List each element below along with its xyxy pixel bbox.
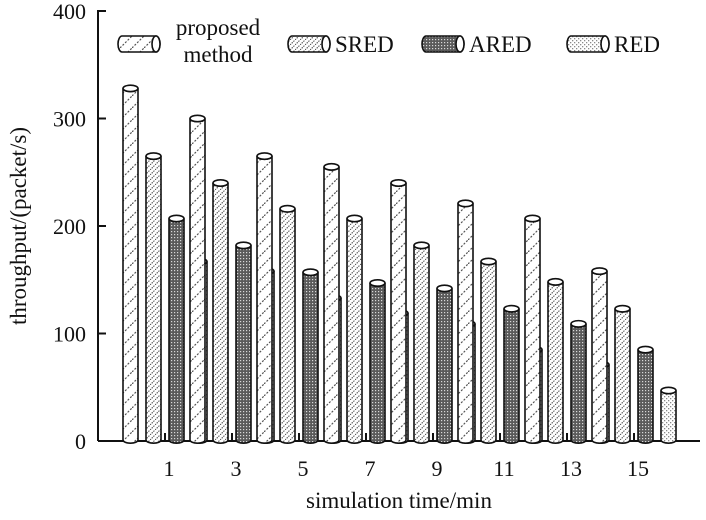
legend-label: RED [614, 32, 660, 57]
legend-item: RED [566, 32, 660, 57]
x-tick-label: 9 [432, 456, 443, 481]
bar [660, 386, 677, 444]
y-tick-label: 300 [53, 107, 86, 132]
bar [591, 267, 608, 444]
x-axis-title: simulation time/min [306, 488, 492, 513]
legend-item: SRED [287, 32, 394, 57]
legend-label: SRED [335, 32, 394, 57]
bar [369, 278, 386, 444]
bar [524, 214, 541, 444]
bar [346, 214, 363, 444]
y-tick-label: 0 [75, 429, 86, 454]
x-tick-label: 7 [365, 456, 376, 481]
y-tick-label: 400 [53, 0, 86, 24]
bar [480, 257, 497, 444]
x-tick-label: 13 [560, 456, 582, 481]
bar [168, 214, 185, 444]
bar-groups [122, 84, 677, 444]
y-axis-ticks: 0 100 200 300 400 [53, 0, 106, 454]
legend-label: method [184, 42, 253, 67]
bar [279, 204, 296, 444]
bar [503, 304, 520, 444]
bar [302, 268, 319, 444]
bar [235, 241, 252, 444]
y-tick-label: 100 [53, 322, 86, 347]
y-tick-label: 200 [53, 214, 86, 239]
bar [212, 179, 229, 444]
bar [436, 284, 453, 444]
bar [390, 179, 407, 444]
bar [547, 277, 564, 444]
x-tick-label: 5 [298, 456, 309, 481]
bar [256, 152, 273, 444]
x-axis-ticks: 1 3 5 7 9 11 13 15 [164, 433, 649, 481]
bar [122, 84, 139, 444]
x-tick-label: 11 [493, 456, 514, 481]
y-axis-title: throughput/(packet/s) [6, 127, 31, 325]
bar [570, 319, 587, 444]
x-tick-label: 1 [164, 456, 175, 481]
legend-label: proposed [176, 15, 261, 40]
bar [189, 114, 206, 444]
bar [413, 241, 430, 444]
legend-item: ARED [421, 32, 532, 57]
bar [457, 199, 474, 444]
bar [323, 162, 340, 444]
bar [145, 152, 162, 444]
bar [637, 345, 654, 444]
x-tick-label: 3 [231, 456, 242, 481]
legend-label: ARED [469, 32, 532, 57]
x-tick-label: 15 [627, 456, 649, 481]
bar [614, 304, 631, 444]
